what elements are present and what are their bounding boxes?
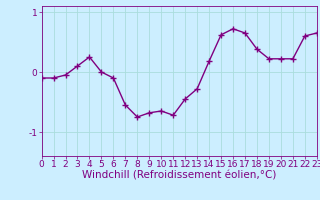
X-axis label: Windchill (Refroidissement éolien,°C): Windchill (Refroidissement éolien,°C): [82, 171, 276, 181]
